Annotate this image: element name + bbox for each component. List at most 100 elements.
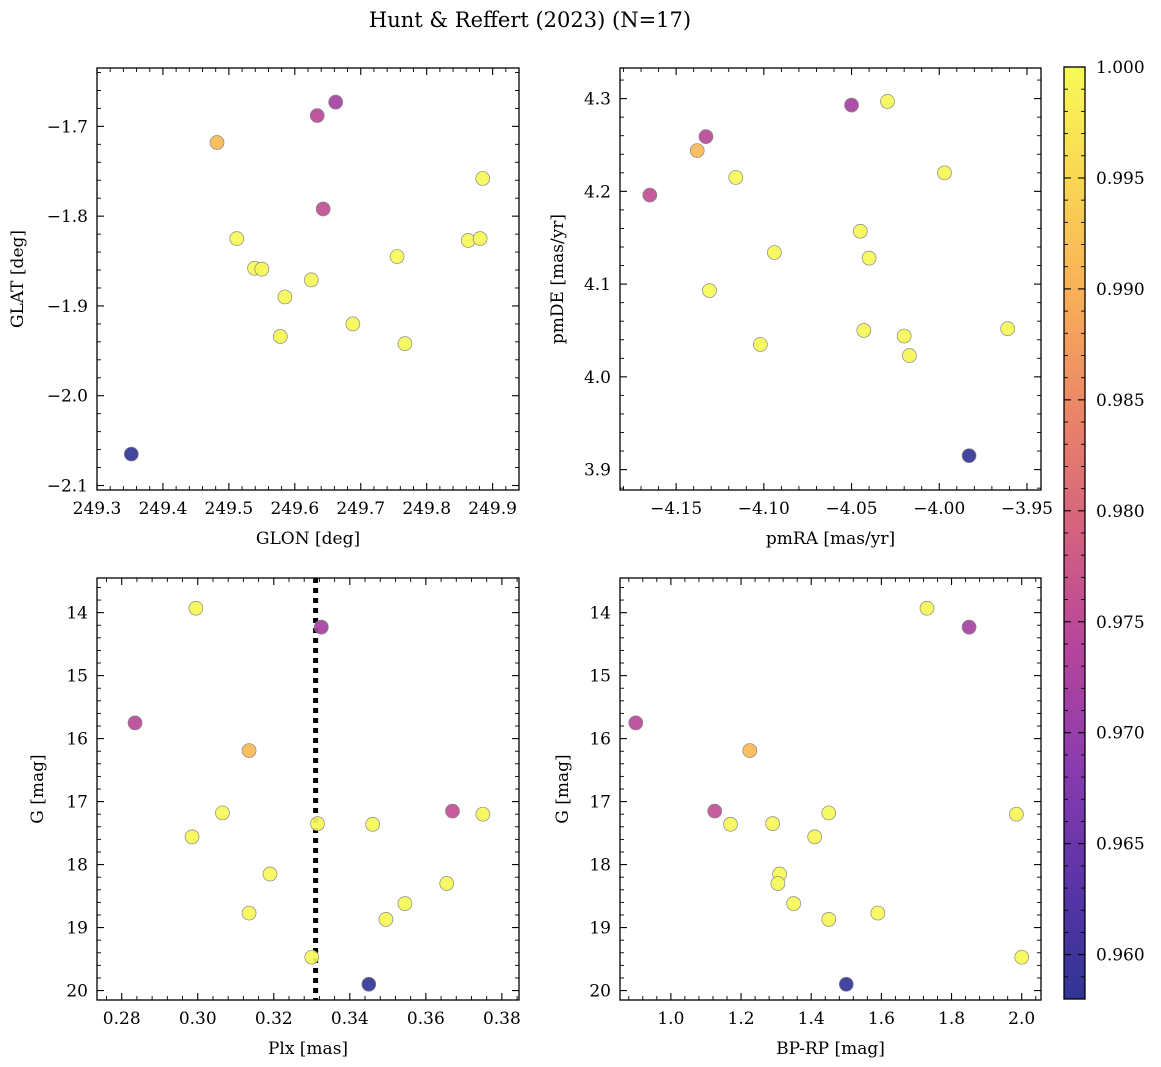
data-point <box>821 805 837 821</box>
x-tick-label: 0.38 <box>483 1009 521 1029</box>
data-point <box>770 876 786 891</box>
y-axis-label: pmDE [mas/yr] <box>548 214 568 344</box>
data-point <box>229 231 245 246</box>
data-points <box>642 94 1016 464</box>
data-points <box>127 600 491 992</box>
y-tick-label: 4.0 <box>584 368 611 388</box>
y-tick-label: 20 <box>66 982 88 1002</box>
data-point <box>475 171 491 186</box>
y-axis-label: GLAT [deg] <box>8 230 28 328</box>
y-tick-label: 16 <box>589 730 611 750</box>
x-axis-label: GLON [deg] <box>256 529 360 549</box>
data-point <box>378 912 394 927</box>
data-point <box>188 600 204 616</box>
data-point <box>184 829 200 845</box>
panel-4: 1.0 1.2 1.4 1.6 1.8 2.0 14 15 16 17 18 19 20 BP-RP [m… <box>553 577 1042 1059</box>
y-tick-label: 17 <box>589 793 611 813</box>
x-tick-label: 249.6 <box>270 499 319 519</box>
y-tick-label: 15 <box>589 667 611 687</box>
y-tick-label: 4.1 <box>584 275 611 295</box>
axes-frame <box>96 577 520 1001</box>
data-point <box>397 896 413 911</box>
x-tick-label: 0.32 <box>255 1009 293 1029</box>
y-tick-label: 15 <box>66 667 88 687</box>
y-tick-label: 19 <box>589 919 611 939</box>
data-point <box>689 143 705 158</box>
x-tick-label: 249.5 <box>205 499 254 519</box>
y-tick-label: 4.3 <box>584 90 611 110</box>
y-tick-label: 18 <box>589 856 611 876</box>
panel-3: 0.28 0.30 0.32 0.34 0.36 0.38 14 15 16 17 18 19 20 Pl… <box>28 577 521 1059</box>
data-point <box>445 803 460 819</box>
x-tick-label: −4.10 <box>738 499 790 519</box>
data-point <box>919 600 935 616</box>
data-point <box>365 816 380 832</box>
data-point <box>1009 806 1024 822</box>
colorbar-tick-label: 0.985 <box>1096 391 1145 411</box>
x-tick-label: −4.00 <box>913 499 965 519</box>
y-tick-label: 18 <box>66 856 88 876</box>
data-point <box>752 337 768 352</box>
colorbar-tick-label: 0.965 <box>1096 835 1145 855</box>
data-point <box>807 829 823 845</box>
data-point <box>310 816 325 831</box>
data-point <box>961 619 977 635</box>
data-point <box>389 249 405 264</box>
x-tick-label: −4.15 <box>650 499 702 519</box>
data-point <box>304 949 320 965</box>
colorbar: 0.960 0.965 0.970 0.975 0.980 0.985 0.990 0.995… <box>1063 58 1145 1000</box>
data-point <box>821 912 837 927</box>
y-tick-label: 14 <box>589 604 611 624</box>
data-point <box>880 94 895 109</box>
y-tick-label: −1.9 <box>47 297 88 317</box>
data-point <box>698 129 714 144</box>
data-points <box>123 94 491 462</box>
data-point <box>309 108 325 123</box>
x-tick-label: 1.4 <box>798 1009 825 1029</box>
x-axis-label: Plx [mas] <box>268 1039 348 1059</box>
data-point <box>345 316 361 332</box>
data-point <box>262 866 278 882</box>
colorbar-tick-label: 1.000 <box>1096 58 1145 78</box>
data-point <box>475 806 491 822</box>
data-point <box>303 272 319 288</box>
data-point <box>896 328 912 344</box>
data-point <box>767 245 782 260</box>
axes-frame <box>619 577 1042 1001</box>
data-points <box>628 600 1030 992</box>
data-point <box>328 94 344 110</box>
x-tick-label: 2.0 <box>1008 1009 1035 1029</box>
y-tick-label: −2.0 <box>47 387 88 407</box>
data-point <box>272 329 288 344</box>
colorbar-tick-label: 0.990 <box>1096 280 1145 300</box>
data-point <box>209 135 225 150</box>
data-point <box>397 336 413 351</box>
colorbar-tick-label: 0.995 <box>1096 169 1145 189</box>
x-tick-label: 0.28 <box>103 1009 141 1029</box>
data-point <box>870 905 886 921</box>
data-point <box>844 97 859 113</box>
data-point <box>786 896 802 911</box>
data-point <box>1014 949 1030 965</box>
y-tick-label: −1.7 <box>47 117 88 137</box>
data-point <box>728 170 744 185</box>
x-tick-label: 1.8 <box>938 1009 965 1029</box>
data-point <box>861 250 877 266</box>
axes-frame <box>619 67 1042 491</box>
y-axis-label: G [mag] <box>553 754 573 823</box>
data-point <box>315 201 331 217</box>
x-tick-label: 249.4 <box>139 499 188 519</box>
data-point <box>472 231 488 246</box>
x-tick-label: 249.3 <box>73 499 122 519</box>
data-point <box>277 289 293 305</box>
y-tick-label: −1.8 <box>47 207 88 227</box>
colorbar-tick-label: 0.960 <box>1096 946 1145 966</box>
y-tick-label: −2.1 <box>47 477 88 497</box>
y-tick-label: 17 <box>66 793 88 813</box>
data-point <box>642 187 658 203</box>
x-axis-label: BP-RP [mag] <box>776 1039 885 1059</box>
data-point <box>856 323 872 338</box>
data-point <box>838 976 854 992</box>
x-tick-label: 1.6 <box>868 1009 895 1029</box>
